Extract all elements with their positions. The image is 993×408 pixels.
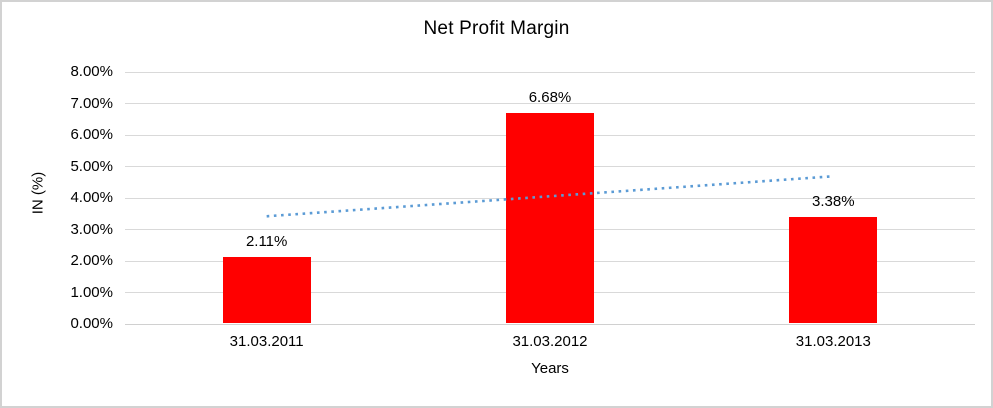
y-tick-label: 4.00% [70,189,113,206]
y-tick-label: 2.00% [70,252,113,269]
x-tick-label: 31.03.2011 [229,333,304,350]
y-tick-label: 3.00% [70,220,113,238]
x-tick-label: 31.03.2013 [795,333,871,350]
y-tick-label: 7.00% [70,94,113,112]
gridline [125,103,975,104]
gridline [125,71,975,73]
x-axis-line [125,323,975,325]
bar-data-label: 2.11% [245,232,288,250]
trendline [266,174,834,218]
y-tick-label: 1.00% [70,283,113,301]
y-tick-label: 0.00% [70,315,113,332]
x-axis-title: Years [531,360,569,377]
y-tick-label: 6.00% [70,126,113,143]
bar-31.03.2012 [506,112,594,323]
x-tick-label: 31.03.2012 [512,333,588,350]
y-tick-label: 8.00% [70,63,113,80]
chart-title: Net Profit Margin [423,18,570,39]
y-tick-label: 5.00% [70,157,113,175]
bar-data-label: 3.38% [812,192,855,210]
bar-31.03.2013 [789,216,878,323]
plot-area: 2.11% 6.68% 3.38% [125,71,975,325]
bar-data-label: 6.68% [528,88,572,106]
bar-31.03.2011 [222,256,311,323]
